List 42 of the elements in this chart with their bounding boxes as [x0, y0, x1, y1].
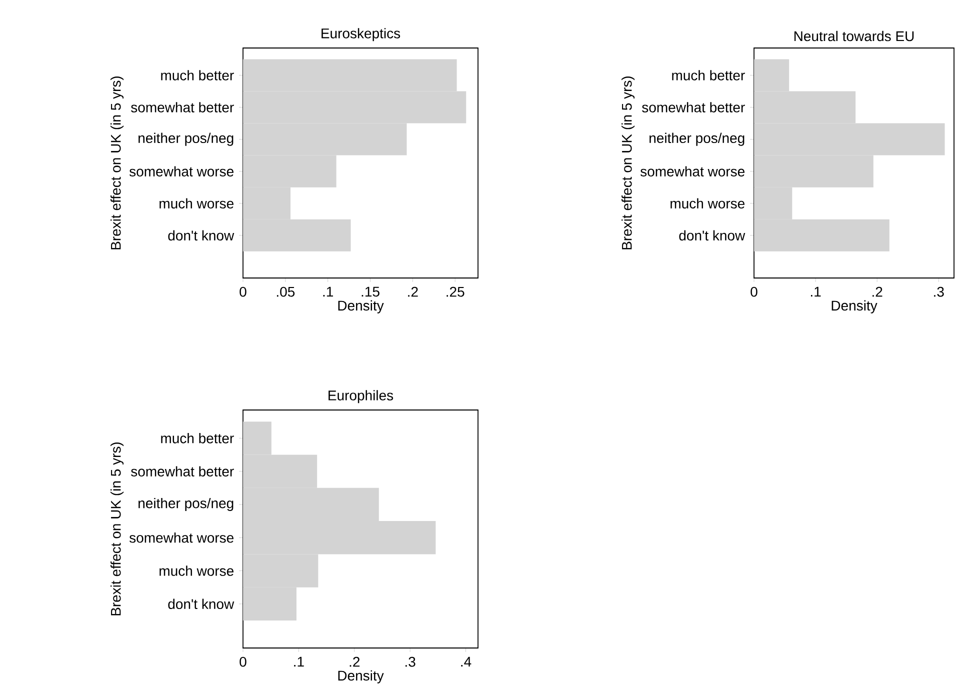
chart-title: Europhiles — [328, 390, 394, 404]
y-axis-title: Brexit effect on UK (in 5 yrs) — [110, 442, 124, 616]
y-tick-label: much worse — [160, 198, 234, 209]
y-axis-title: Brexit effect on UK (in 5 yrs) — [622, 76, 635, 250]
x-tick-label: .1 — [810, 286, 821, 296]
x-axis-title: Density — [338, 300, 384, 314]
x-tick-label: .3 — [406, 656, 416, 667]
x-tick-label: 0 — [240, 286, 246, 297]
x-tick-label: .2 — [350, 656, 360, 667]
y-tick-label: don't know — [679, 230, 746, 241]
y-tick-label: somewhat better — [131, 102, 234, 112]
x-tick-label: .3 — [934, 286, 944, 297]
x-tick-label: .05 — [276, 286, 295, 297]
y-tick-label: somewhat worse — [129, 532, 234, 543]
y-tick-label: somewhat better — [131, 466, 234, 476]
y-tick-label: don't know — [168, 230, 234, 241]
y-axis-title: Brexit effect on UK (in 5 yrs) — [110, 76, 124, 250]
x-tick-label: .2 — [872, 286, 882, 297]
x-tick-label: .15 — [362, 286, 380, 297]
chart-title: Neutral towards EU — [794, 30, 914, 42]
x-tick-label: .25 — [446, 286, 464, 297]
y-tick-label: somewhat worse — [129, 166, 234, 176]
y-tick-label: much better — [161, 433, 234, 444]
y-tick-label: neither pos/neg — [138, 132, 234, 146]
x-tick-label: 0 — [240, 656, 246, 667]
y-tick-label: somewhat worse — [640, 166, 744, 176]
y-tick-label: neither pos/neg — [138, 498, 234, 511]
y-tick-label: much better — [161, 70, 234, 80]
y-tick-label: much worse — [670, 198, 745, 209]
y-tick-label: somewhat better — [642, 102, 745, 112]
x-axis-title: Density — [832, 300, 878, 314]
x-tick-label: 0 — [750, 286, 758, 297]
x-tick-label: .2 — [408, 286, 418, 297]
chart-title: Euroskeptics — [322, 28, 400, 42]
x-axis-title: Density — [338, 670, 384, 684]
x-tick-label: .1 — [323, 286, 334, 296]
y-tick-label: much worse — [160, 566, 234, 576]
x-tick-label: .1 — [294, 656, 304, 666]
y-tick-label: don't know — [168, 598, 234, 610]
y-tick-label: neither pos/neg — [650, 132, 744, 146]
x-tick-label: .4 — [461, 656, 472, 666]
y-tick-label: much better — [672, 70, 745, 80]
